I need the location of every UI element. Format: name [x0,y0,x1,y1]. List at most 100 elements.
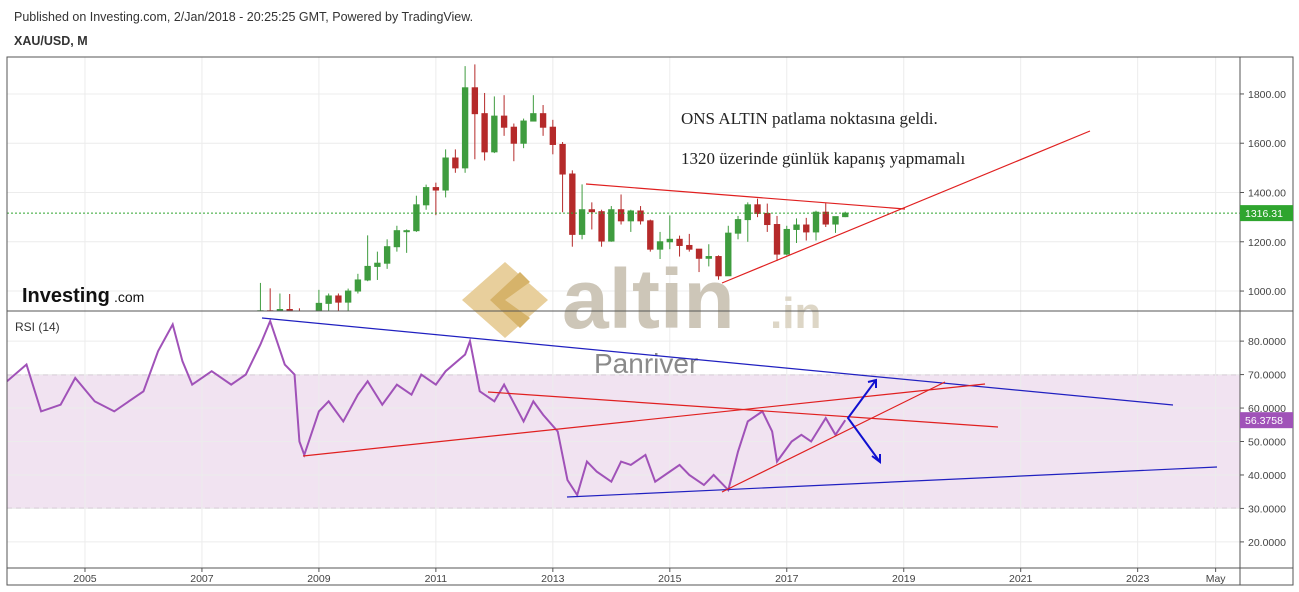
symbol: XAU/USD, M [14,34,88,48]
watermark-text: altin [562,252,735,346]
candle-body [578,209,586,235]
trendline [566,466,1218,498]
trendline [585,183,906,210]
candle-body [666,238,673,243]
candle-body [783,228,790,255]
x-tick-label: May [1206,573,1227,585]
candle-body [569,173,576,235]
candle-body [354,279,362,292]
candle-body [276,309,284,311]
trendline [261,317,1174,406]
candle-body [822,211,829,225]
candle-body [325,295,332,304]
x-tick-label: 2013 [541,573,565,585]
trendline [721,130,1091,284]
watermark-text: Panriver [594,348,698,379]
candle-body [832,216,839,225]
panel [7,64,1240,360]
candle-body [608,209,615,242]
candle-body [559,143,566,175]
annotation: 1320 üzerinde günlük kapanış yapmamalı [681,149,965,168]
candle-body [588,209,596,213]
candle-body [413,204,420,232]
candle-body [627,210,634,222]
candle-body [734,219,742,234]
annotation: ONS ALTIN patlama noktasına geldi. [681,109,938,128]
candle-body [744,204,751,221]
drawings [261,130,1218,498]
candle-body [764,212,771,226]
x-tick-label: 2019 [892,573,916,585]
last-value-box [1240,412,1293,429]
candle-body [715,256,722,277]
candle-body [335,295,342,303]
candle-body [539,113,547,128]
candle-body [364,265,371,281]
y-tick-label: 60.0000 [1248,403,1286,415]
candle-body [773,224,781,255]
panel [7,318,847,498]
trendline [487,391,999,428]
x-tick-label: 2007 [190,573,214,585]
candle-body [617,209,625,222]
candle-body [705,256,712,259]
candle-body [676,238,683,246]
candle-body [647,220,654,250]
candle-body [452,157,459,169]
x-tick-label: 2011 [425,573,448,585]
published-note: Published on Investing.com, 2/Jan/2018 -… [14,10,473,24]
trendline [302,383,986,457]
watermark-text: .in [770,289,821,338]
candle-body [637,210,644,222]
border [6,56,1294,586]
y-tick-label: 1200.00 [1248,237,1286,249]
candle-body [754,204,761,214]
candle-body [432,187,440,191]
x-tick-label: 2023 [1126,573,1150,585]
candle-body [383,246,391,264]
brand: .com [114,289,144,305]
y-tick-label: 1600.00 [1248,138,1286,150]
candle-body [530,113,537,122]
candle-body [491,115,498,153]
candle-body [297,333,302,360]
candle-body [695,248,703,259]
candle-body [520,120,527,144]
rsi-line [7,318,847,498]
x-tick-label: 2009 [307,573,331,585]
candle-body [500,115,508,128]
candle-body [793,224,800,230]
candle-body [686,244,693,250]
candle-body [461,87,469,169]
arrow [846,378,881,464]
x-tick-label: 2015 [658,573,682,585]
y-tick-label: 40.0000 [1248,470,1286,482]
candle-body [812,211,820,233]
candle-body [725,232,732,277]
y-tick-label: 30.0000 [1248,503,1286,515]
candle-body [656,241,664,250]
logo [490,272,530,328]
x-tick-label: 2017 [775,573,799,585]
last-price-box [1240,205,1293,222]
y-tick-label: 50.0000 [1248,437,1286,449]
indicator-title: RSI (14) [15,320,60,334]
y-tick-label: 1400.00 [1248,187,1286,199]
candle-body [422,187,430,206]
frame [6,56,1294,586]
y-tick-label: 70.0000 [1248,370,1286,382]
candle-body [257,310,264,311]
candle-body [374,262,381,267]
candle-body [344,290,352,303]
candle-body [442,157,449,191]
brand: Investing [22,285,110,307]
candle-body [471,87,479,115]
trendline [721,381,946,493]
last-price-label: 1316.31 [1245,208,1283,220]
y-tick-label: 1000.00 [1248,286,1286,298]
candle-body [403,230,410,233]
candle-body [842,212,849,218]
x-tick-label: 2021 [1009,573,1033,585]
y-tick-label: 80.0000 [1248,336,1286,348]
